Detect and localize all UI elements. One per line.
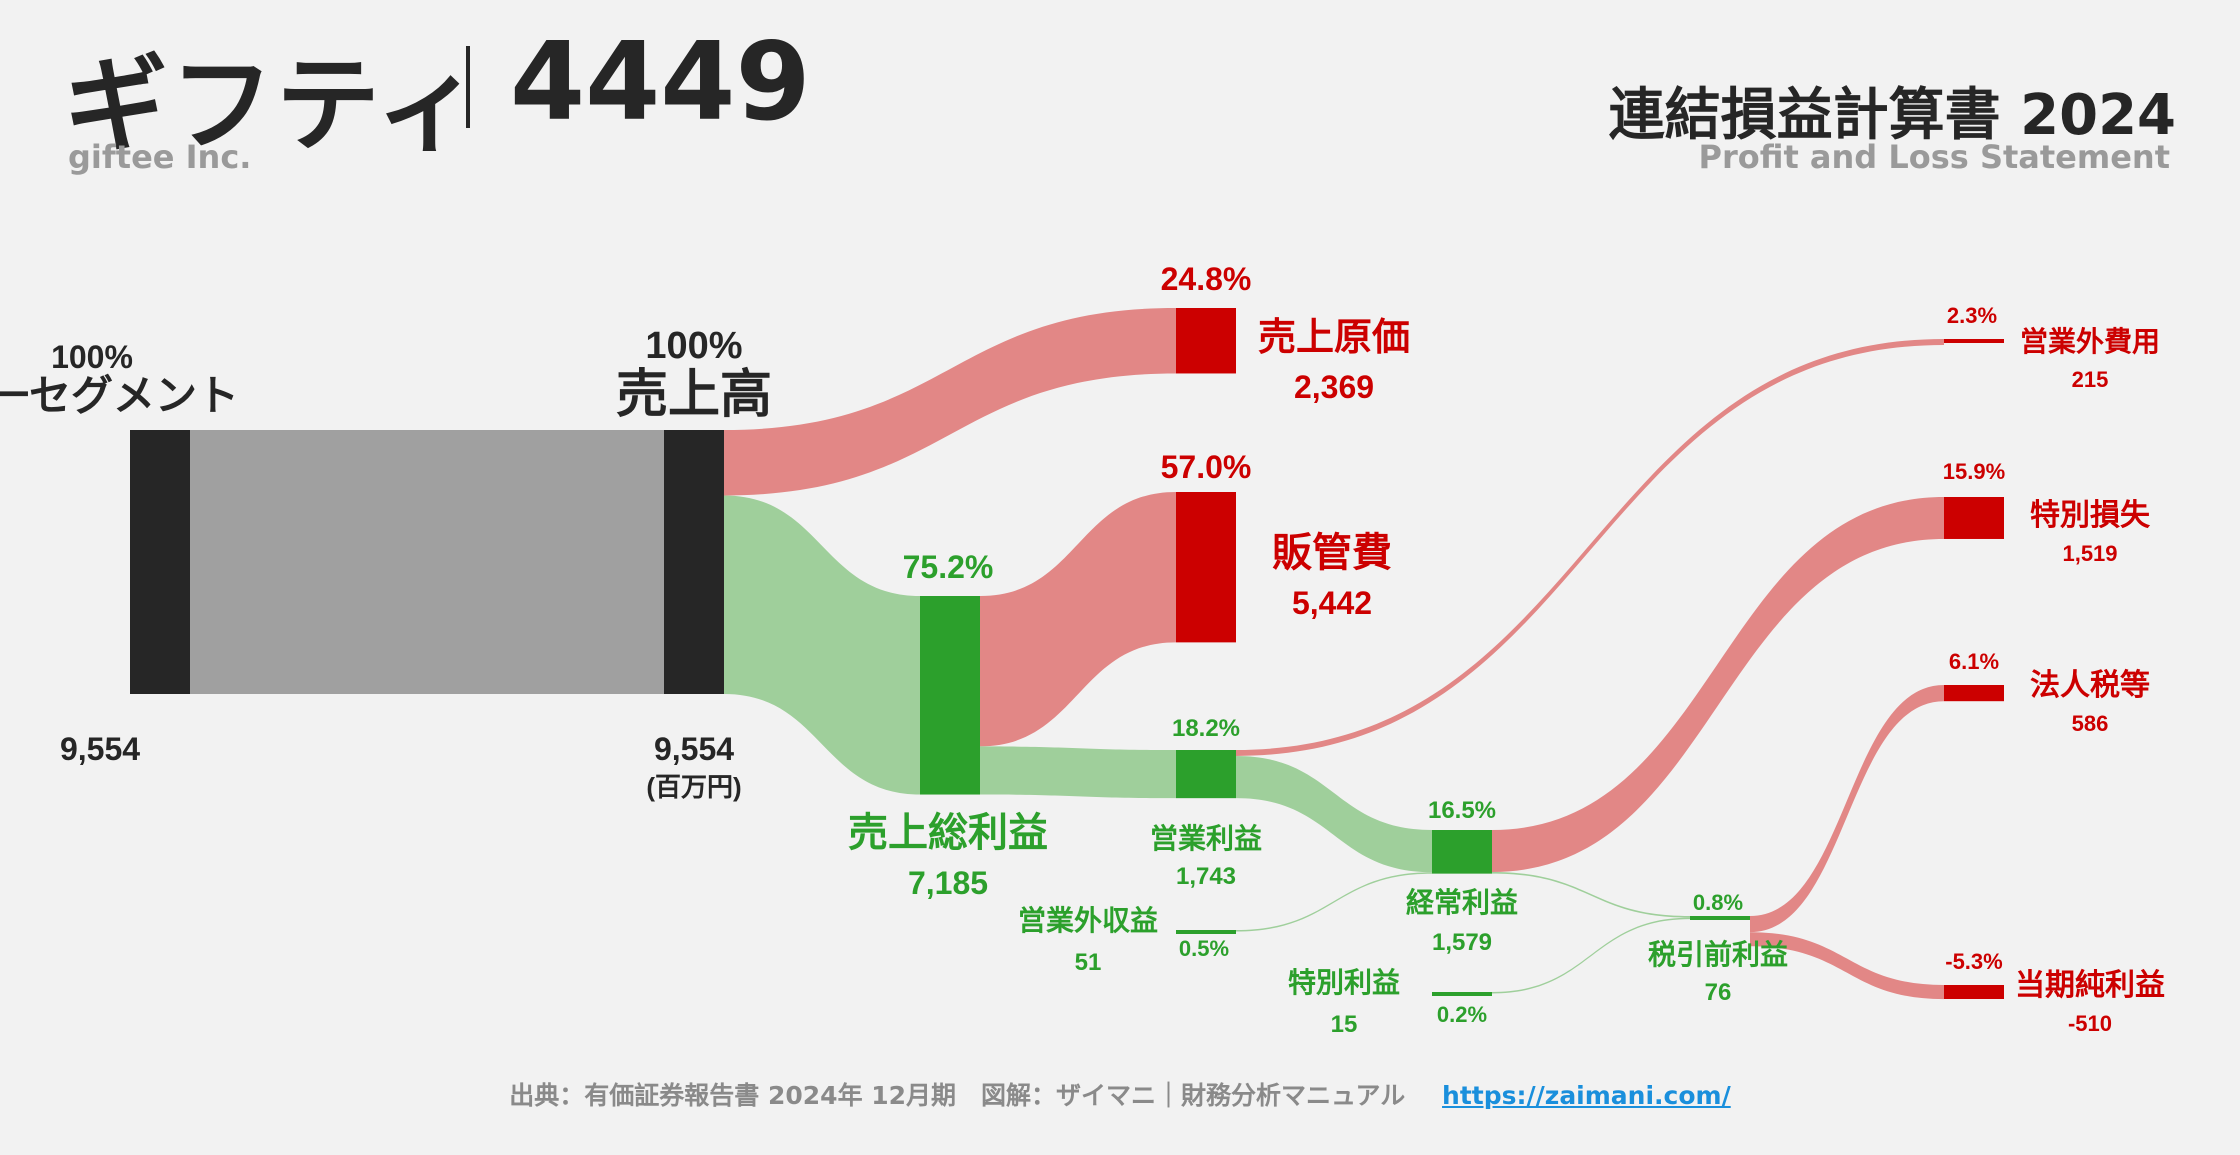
node-extra_loss (1944, 497, 2004, 539)
label-cogs-percent: 24.8% (1161, 261, 1252, 297)
sankey-labels: 100%単一セグメント9,554100%売上高9,55424.8%売上原価2,3… (0, 261, 2165, 1038)
label-tax-percent: 6.1% (1949, 649, 1999, 674)
node-operating (1176, 750, 1236, 799)
link-gross-operating (980, 746, 1176, 799)
label-revenue-value: 9,554 (654, 731, 734, 767)
label-cogs-value: 2,369 (1294, 369, 1374, 405)
label-revenue-name: 売上高 (616, 366, 772, 424)
label-sga-percent: 57.0% (1161, 449, 1252, 485)
ticker-code: 4449 (510, 20, 811, 145)
label-operating-name: 営業利益 (1150, 823, 1262, 854)
label-non_op_income-percent: 0.5% (1179, 936, 1229, 961)
label-pretax-name: 税引前利益 (1648, 938, 1788, 970)
label-ordinary-percent: 16.5% (1428, 797, 1496, 824)
link-revenue-gross (724, 495, 920, 795)
node-net (1944, 985, 2004, 999)
label-net-name: 当期純利益 (2015, 968, 2165, 1002)
label-sga-name: 販管費 (1272, 531, 1392, 575)
label-extra_loss-value: 1,519 (2062, 541, 2117, 566)
link-operating-ordinary (1236, 755, 1432, 873)
label-extra_income-value: 15 (1331, 1011, 1358, 1038)
label-gross-percent: 75.2% (903, 549, 994, 585)
label-sga-value: 5,442 (1292, 585, 1372, 621)
node-revenue (664, 430, 724, 694)
label-extra_loss-name: 特別損失 (2030, 499, 2151, 532)
node-extra_income (1432, 992, 1492, 996)
label-net-value: -510 (2068, 1011, 2112, 1036)
label-extra_income-name: 特別利益 (1288, 967, 1400, 998)
node-sga (1176, 492, 1236, 643)
label-extra_loss-percent: 15.9% (1943, 459, 2005, 484)
statement-subtitle: Profit and Loss Statement (1698, 138, 2170, 176)
link-gross-sga (980, 492, 1176, 747)
title-divider (466, 46, 470, 128)
company-name: ギフティ (64, 44, 482, 166)
label-tax-name: 法人税等 (2030, 668, 2150, 702)
label-pretax-percent: 0.8% (1693, 890, 1743, 915)
footer: 出典：有価証券報告書 2024年 12月期 図解：ザイマニ｜財務分析マニュアル … (0, 1076, 2240, 1112)
node-cogs (1176, 308, 1236, 374)
node-non_op_income (1176, 930, 1236, 934)
label-extra_income-percent: 0.2% (1437, 1002, 1487, 1027)
label-ordinary-name: 経常利益 (1406, 886, 1518, 918)
company-name-en: giftee Inc. (68, 138, 252, 176)
label-net-percent: -5.3% (1945, 949, 2002, 974)
node-non_op_expense (1944, 339, 2004, 343)
link-extra_income-pretax (1492, 917, 1690, 994)
label-operating-percent: 18.2% (1172, 715, 1240, 742)
unit-label: (百万円) (646, 772, 741, 802)
link-pretax-tax (1750, 685, 1944, 933)
node-ordinary (1432, 830, 1492, 874)
link-pretax-net (1750, 932, 1944, 1000)
label-non_op_expense-name: 営業外費用 (2020, 326, 2160, 357)
node-pretax (1690, 916, 1750, 920)
label-segment-percent: 100% (51, 339, 133, 375)
footer-link[interactable]: https://zaimani.com/ (1442, 1081, 1731, 1110)
node-segment (130, 430, 190, 694)
label-non_op_income-name: 営業外収益 (1018, 905, 1158, 936)
label-ordinary-value: 1,579 (1432, 929, 1492, 956)
link-non_op_income-ordinary (1236, 872, 1432, 932)
label-cogs-name: 売上原価 (1258, 317, 1410, 359)
label-pretax-value: 76 (1705, 979, 1732, 1006)
label-non_op_income-value: 51 (1075, 949, 1102, 976)
link-operating-non_op_expense (1236, 339, 1944, 756)
link-segment-revenue (190, 430, 664, 694)
node-gross (920, 596, 980, 795)
label-operating-value: 1,743 (1176, 863, 1236, 890)
label-gross-value: 7,185 (908, 865, 988, 901)
label-segment-name: 単一セグメント (0, 372, 239, 419)
label-non_op_expense-value: 215 (2072, 367, 2109, 392)
link-ordinary-extra_loss (1492, 497, 1944, 872)
footer-source: 出典：有価証券報告書 2024年 12月期 図解：ザイマニ｜財務分析マニュアル (509, 1081, 1406, 1110)
label-gross-name: 売上総利益 (848, 811, 1048, 855)
label-segment-value: 9,554 (60, 731, 140, 767)
statement-title: 連結損益計算書 2024 (1608, 83, 2176, 148)
label-revenue-percent: 100% (645, 325, 742, 367)
sankey-nodes (130, 308, 2004, 999)
sankey-links (190, 308, 1944, 1000)
link-ordinary-pretax (1492, 871, 1690, 918)
label-non_op_expense-percent: 2.3% (1947, 303, 1997, 328)
node-tax (1944, 685, 2004, 702)
label-tax-value: 586 (2072, 711, 2109, 736)
link-revenue-cogs (724, 308, 1176, 496)
